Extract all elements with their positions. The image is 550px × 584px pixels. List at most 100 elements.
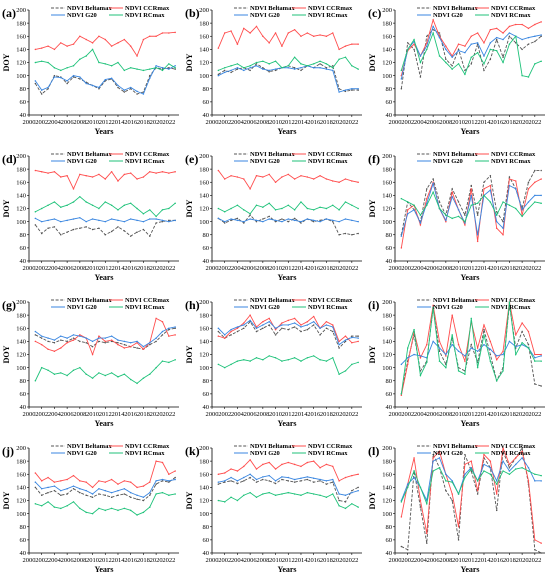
y-tick-label: 40 [386, 112, 393, 119]
data-point [344, 56, 347, 58]
data-point [117, 343, 119, 346]
data-point [319, 480, 321, 482]
data-point [489, 174, 492, 177]
data-point [168, 494, 170, 496]
data-point [174, 478, 176, 481]
data-point [274, 357, 277, 359]
data-point [306, 176, 309, 178]
data-point [142, 511, 145, 514]
panel-label: (i) [368, 298, 379, 312]
data-point [262, 478, 264, 481]
data-point [351, 491, 353, 494]
x-tick-label: 2016 [490, 119, 504, 126]
data-point [521, 450, 523, 453]
data-point [319, 219, 321, 222]
panel-label: (k) [185, 444, 200, 458]
x-tick-label: 2002 [218, 119, 231, 126]
data-point [268, 218, 270, 220]
x-tick-label: 2014 [111, 265, 125, 272]
x-axis-title: Years [277, 127, 296, 136]
y-axis-title: DOY [2, 53, 11, 71]
series-line-ndvi-rcmax [34, 359, 176, 384]
data-point [413, 43, 415, 45]
data-point [136, 486, 138, 489]
data-point [432, 19, 434, 21]
data-point [464, 473, 466, 475]
data-point [223, 67, 226, 69]
data-point [98, 88, 100, 90]
x-tick-label: 2018 [503, 265, 516, 272]
data-point [521, 48, 523, 51]
data-point [426, 361, 428, 364]
x-tick-label: 2016 [490, 265, 504, 272]
y-axis-title: DOY [368, 53, 377, 71]
y-tick-label: 120 [16, 352, 26, 359]
data-point [357, 489, 359, 492]
data-point [85, 38, 87, 41]
data-point [476, 202, 479, 204]
data-point [168, 172, 170, 174]
x-tick-label: 2014 [477, 411, 491, 418]
data-point [66, 45, 68, 47]
legend-label: NDVI CCRmax [125, 5, 170, 12]
x-tick-label: 2018 [320, 411, 333, 418]
data-point [406, 209, 409, 211]
legend-label: NDVI CCRmax [125, 443, 170, 450]
legend-label: NDVI Beltamax [433, 5, 478, 12]
data-point [508, 178, 511, 180]
data-point [268, 324, 270, 326]
x-tick-label: 2014 [477, 119, 491, 126]
y-tick-label: 160 [199, 325, 209, 332]
data-point [47, 348, 49, 350]
data-point [300, 324, 302, 326]
data-point [72, 43, 75, 45]
data-point [168, 68, 170, 70]
y-tick-label: 140 [199, 339, 209, 346]
y-tick-label: 40 [386, 550, 393, 557]
data-point [155, 218, 157, 220]
x-tick-label: 2012 [282, 265, 295, 272]
data-point [236, 482, 239, 485]
y-tick-label: 180 [16, 312, 26, 319]
data-point [287, 491, 290, 494]
y-tick-label: 160 [16, 33, 26, 40]
data-point [357, 88, 359, 90]
data-point [351, 363, 353, 366]
data-point [142, 69, 145, 72]
data-point [123, 89, 126, 91]
data-point [502, 370, 504, 372]
data-point [72, 339, 75, 341]
data-point [332, 32, 334, 34]
data-point [236, 176, 239, 178]
data-point [236, 480, 239, 482]
legend-label: NDVI RCmax [125, 158, 165, 165]
data-point [306, 324, 309, 326]
data-point [72, 65, 75, 67]
data-point [438, 340, 441, 343]
data-point [98, 35, 100, 37]
data-point [426, 503, 428, 505]
data-point [495, 38, 498, 41]
data-point [155, 317, 157, 320]
data-point [262, 327, 264, 329]
legend-label: NDVI Beltamax [67, 5, 112, 12]
data-point [534, 35, 536, 37]
data-point [40, 480, 43, 482]
data-point [502, 353, 504, 356]
data-point [104, 489, 107, 492]
data-point [325, 480, 328, 482]
data-point [149, 494, 151, 496]
data-point [155, 65, 157, 67]
x-tick-label: 2014 [294, 265, 308, 272]
data-point [457, 63, 460, 65]
data-point [91, 377, 94, 379]
data-point [255, 174, 258, 177]
x-tick-label: 2016 [124, 557, 138, 564]
data-point [344, 45, 347, 47]
y-axis-title: DOY [2, 199, 11, 217]
data-point [470, 63, 473, 65]
data-point [110, 77, 113, 79]
data-point [426, 532, 428, 535]
data-point [470, 468, 473, 470]
